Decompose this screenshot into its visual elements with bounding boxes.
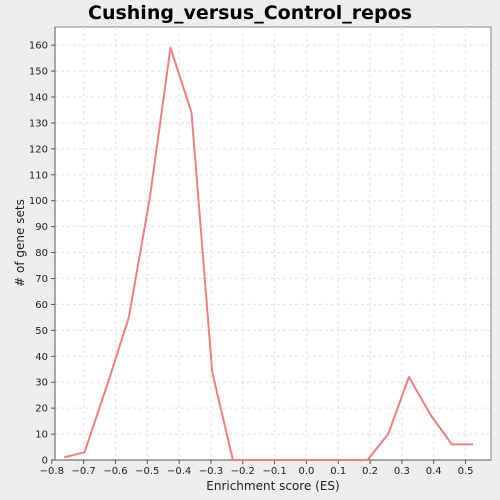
x-tick-label: 0.2 <box>362 466 378 477</box>
y-tick-label: 150 <box>29 67 48 78</box>
x-tick-label: −0.8 <box>40 466 64 477</box>
x-tick-label: −0.5 <box>135 466 159 477</box>
ticks: −0.8 −0.7 −0.6 −0.5 −0.4 −0.3 −0.2 −0.1 0.0 0.1 0.… <box>29 41 474 477</box>
x-tick-label: 0.1 <box>330 466 346 477</box>
plot-background <box>54 26 492 461</box>
x-tick-label: 0.5 <box>458 466 474 477</box>
x-tick-label: −0.6 <box>103 466 127 477</box>
y-tick-label: 40 <box>35 352 48 363</box>
y-tick-label: 90 <box>35 222 48 233</box>
y-tick-label: 110 <box>29 170 48 181</box>
y-axis-label: # of gene sets <box>13 199 27 287</box>
y-tick-label: 160 <box>29 41 48 52</box>
x-tick-label: 0.4 <box>426 466 442 477</box>
x-tick-label: −0.1 <box>262 466 286 477</box>
y-tick-label: 60 <box>35 300 48 311</box>
grid <box>51 27 491 461</box>
x-tick-label: −0.2 <box>231 466 255 477</box>
series-line <box>63 46 473 461</box>
x-tick-label: −0.3 <box>199 466 223 477</box>
y-tick-label: 130 <box>29 118 48 129</box>
y-tick-label: 140 <box>29 93 48 104</box>
y-tick-label: 120 <box>29 144 48 155</box>
x-axis-label: Enrichment score (ES) <box>206 479 339 493</box>
y-tick-label: 100 <box>29 196 48 207</box>
chart-title: Cushing_versus_Control_repos <box>88 2 412 24</box>
y-tick-label: 10 <box>35 430 48 441</box>
y-tick-label: 70 <box>35 274 48 285</box>
y-tick-label: 0 <box>42 456 48 467</box>
y-tick-label: 30 <box>35 378 48 389</box>
x-tick-label: −0.7 <box>71 466 95 477</box>
y-tick-label: 80 <box>35 248 48 259</box>
series-layer <box>63 46 473 461</box>
y-tick-label: 20 <box>35 404 48 415</box>
x-tick-label: 0.0 <box>298 466 314 477</box>
x-tick-label: 0.3 <box>394 466 410 477</box>
y-tick-label: 50 <box>35 326 48 337</box>
x-tick-label: −0.4 <box>167 466 191 477</box>
